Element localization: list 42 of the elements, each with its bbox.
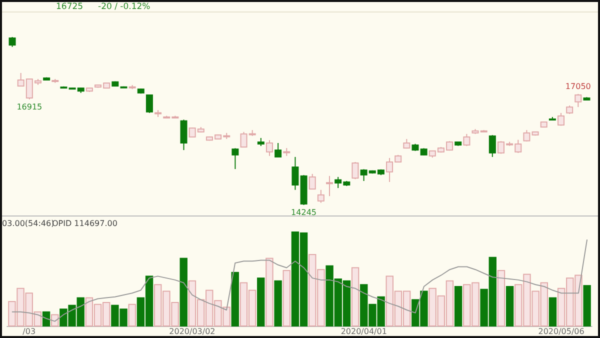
bar xyxy=(282,270,290,326)
candlestick xyxy=(146,94,153,114)
x-tick-label: /03 xyxy=(22,327,36,336)
candlestick xyxy=(308,173,316,190)
x-tick-label: 2020/03/02 xyxy=(169,327,216,336)
candlestick xyxy=(574,93,582,108)
bar xyxy=(231,272,239,326)
candlestick xyxy=(488,134,496,158)
x-tick-label: 2020/04/01 xyxy=(340,327,387,336)
candlestick xyxy=(326,175,334,197)
text: -20 / -0.12% xyxy=(98,2,150,12)
candlestick xyxy=(463,133,470,147)
bar xyxy=(51,314,59,326)
candlestick xyxy=(266,140,273,156)
bar xyxy=(128,304,136,326)
bar xyxy=(274,280,282,326)
candlestick xyxy=(274,142,282,158)
bar xyxy=(454,286,462,326)
bar xyxy=(266,258,274,326)
bar xyxy=(497,270,506,326)
candlestick xyxy=(317,189,324,204)
candlestick xyxy=(8,36,16,48)
annotation: 14245 xyxy=(291,208,317,217)
annotation: 16915 xyxy=(16,102,42,112)
text: 03.00(54:46) xyxy=(2,219,54,228)
x-tick-label: 2020/05/06 xyxy=(538,327,584,336)
bar xyxy=(351,267,360,326)
text: OPID 114697.00 xyxy=(52,219,118,228)
candlestick xyxy=(352,161,359,180)
text: 16725 xyxy=(56,2,84,12)
bar xyxy=(42,311,50,326)
bar xyxy=(548,297,557,326)
bar xyxy=(257,278,265,326)
candlestick xyxy=(292,156,299,190)
bar xyxy=(180,258,188,326)
bar xyxy=(506,286,514,326)
candlestick xyxy=(180,119,188,151)
candlestick xyxy=(232,148,239,170)
candlestick xyxy=(558,112,565,126)
candlestick xyxy=(523,130,530,142)
annotation: 17050 xyxy=(565,82,591,91)
bar xyxy=(583,285,591,326)
